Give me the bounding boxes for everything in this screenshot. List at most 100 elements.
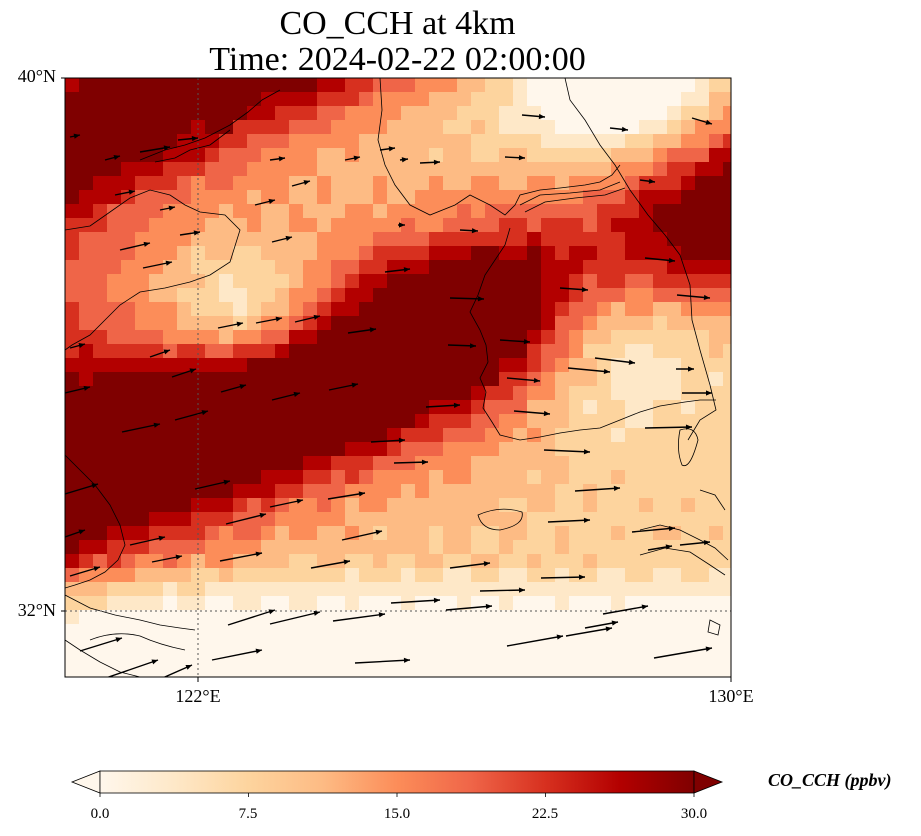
colorbar — [70, 770, 724, 797]
field-cell — [303, 596, 318, 611]
field-cell — [695, 302, 710, 317]
field-cell — [709, 498, 724, 513]
field-cell — [681, 442, 696, 457]
field-cell — [275, 652, 290, 667]
field-cell — [275, 624, 290, 639]
field-cell — [163, 470, 178, 485]
field-cell — [597, 386, 612, 401]
field-cell — [443, 316, 458, 331]
field-cell — [429, 78, 444, 93]
field-cell — [163, 148, 178, 163]
field-cell — [611, 512, 626, 527]
field-cell — [667, 106, 682, 121]
field-cell — [331, 92, 346, 107]
field-cell — [247, 204, 262, 219]
field-cell — [289, 148, 304, 163]
field-cell — [219, 498, 234, 513]
field-cell — [233, 442, 248, 457]
colorbar-min-extend — [70, 770, 101, 794]
field-cell — [723, 190, 731, 205]
field-cell — [695, 400, 710, 415]
field-cell — [555, 624, 570, 639]
field-cell — [135, 456, 150, 471]
wind-vector-head — [453, 402, 460, 408]
field-cell — [65, 204, 80, 219]
wind-vector-head — [523, 339, 530, 345]
field-cell — [93, 666, 108, 677]
field-cell — [443, 456, 458, 471]
field-cell — [317, 288, 332, 303]
field-cell — [471, 134, 486, 149]
field-cell — [177, 498, 192, 513]
field-cell — [289, 540, 304, 555]
field-cell — [303, 666, 318, 677]
field-cell — [261, 162, 276, 177]
field-cell — [723, 596, 731, 611]
field-cell — [93, 316, 108, 331]
field-cell — [667, 428, 682, 443]
field-cell — [541, 582, 556, 597]
field-cell — [317, 134, 332, 149]
field-cell — [79, 92, 94, 107]
field-cell — [653, 106, 668, 121]
field-cell — [135, 554, 150, 569]
wind-vector-head — [648, 178, 655, 184]
field-cell — [457, 400, 472, 415]
field-cell — [443, 512, 458, 527]
field-cell — [513, 232, 528, 247]
field-cell — [667, 400, 682, 415]
field-cell — [653, 652, 668, 667]
field-cell — [247, 246, 262, 261]
field-cell — [247, 526, 262, 541]
field-cell — [513, 120, 528, 135]
field-cell — [541, 568, 556, 583]
field-cell — [219, 638, 234, 653]
wind-vector — [327, 492, 366, 500]
field-cell — [457, 316, 472, 331]
wind-vector-head — [685, 424, 692, 430]
field-cell — [541, 526, 556, 541]
field-cell — [331, 274, 346, 289]
field-cell — [667, 92, 682, 107]
field-cell — [401, 442, 416, 457]
field-cell — [79, 414, 94, 429]
field-cell — [359, 106, 374, 121]
field-cell — [667, 456, 682, 471]
field-cell — [443, 218, 458, 233]
field-cell — [121, 414, 136, 429]
field-cell — [387, 148, 402, 163]
field-cell — [709, 638, 724, 653]
wind-vector-head — [705, 119, 712, 125]
field-cell — [457, 176, 472, 191]
field-cell — [541, 498, 556, 513]
field-cell — [65, 540, 80, 555]
field-cell — [429, 638, 444, 653]
field-cell — [149, 344, 164, 359]
field-cell — [611, 456, 626, 471]
field-cell — [261, 666, 276, 677]
field-cell — [681, 260, 696, 275]
field-cell — [611, 498, 626, 513]
field-cell — [513, 302, 528, 317]
field-cell — [569, 358, 584, 373]
field-cell — [695, 666, 710, 677]
field-cell — [499, 554, 514, 569]
field-cell — [359, 190, 374, 205]
field-cell — [429, 330, 444, 345]
field-cell — [275, 344, 290, 359]
field-cell — [415, 442, 430, 457]
field-cell — [667, 260, 682, 275]
field-cell — [541, 442, 556, 457]
field-cell — [429, 428, 444, 443]
field-cell — [541, 456, 556, 471]
field-cell — [415, 414, 430, 429]
field-cell — [653, 470, 668, 485]
field-cell — [541, 92, 556, 107]
field-cell — [121, 204, 136, 219]
field-cell — [443, 372, 458, 387]
field-cell — [611, 400, 626, 415]
field-cell — [485, 190, 500, 205]
field-cell — [219, 400, 234, 415]
field-cell — [331, 414, 346, 429]
field-cell — [149, 204, 164, 219]
